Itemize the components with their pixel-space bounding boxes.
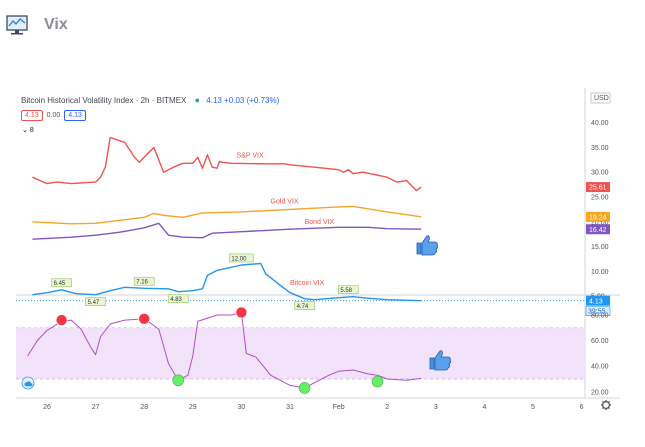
- osc-axis-tick-label: 60.00: [591, 338, 609, 345]
- rsi-line: [27, 311, 422, 389]
- overbought-marker: [235, 306, 248, 319]
- osc-axis-tick-label: 80.00: [591, 313, 609, 320]
- point-label-box: [133, 276, 155, 286]
- gear-tooth: [607, 401, 610, 404]
- thumbs-up-icon[interactable]: [429, 350, 452, 371]
- status-dot: ●: [194, 95, 201, 105]
- price-axis-tick-label: 40.00: [591, 120, 609, 127]
- countdown-text: 39:55: [588, 309, 606, 316]
- monitor-chart-icon: [6, 15, 28, 35]
- point-label-box: [294, 301, 315, 310]
- thumbs-up-hand: [421, 235, 439, 256]
- overbought-marker: [138, 313, 150, 325]
- point-label: 5.47: [88, 300, 100, 306]
- time-axis-tick-label: 6: [580, 404, 584, 411]
- time-axis-tick-label: 31: [286, 404, 294, 411]
- series-line-bond-vix: [32, 222, 422, 240]
- series-label-sp-vix: S&P VIX: [237, 152, 264, 159]
- countdown-tag: [585, 306, 611, 316]
- rsi-band: [16, 327, 585, 379]
- time-axis-tick-label: 3: [434, 404, 438, 411]
- app-title: Vix: [44, 16, 68, 33]
- overbought-marker: [55, 314, 68, 326]
- point-label: 4.74: [297, 304, 309, 310]
- price-axis-tick-label: 10.00: [591, 269, 609, 276]
- gear-ring: [601, 400, 611, 410]
- last-value-text-bitcoin-vix: 4.13: [589, 298, 603, 305]
- series-label-bond-vix: Bond VIX: [305, 219, 335, 226]
- indicator-count: 8: [29, 127, 34, 134]
- oversold-marker: [371, 375, 384, 388]
- cloud-icon-shape: [24, 381, 33, 387]
- price-axis-unit-label: USD: [594, 95, 609, 102]
- series-label-gold-vix: Gold VIX: [271, 198, 299, 205]
- time-axis-tick-label: 4: [482, 404, 486, 411]
- cloud-icon[interactable]: [21, 376, 35, 390]
- legend-chips: 4.13 0.00 4.13: [21, 110, 86, 121]
- series-label-bitcoin-vix: Bitcoin VIX: [290, 280, 325, 287]
- time-axis-tick-label: 30: [238, 404, 246, 411]
- price-axis-tick-label: 20.00: [591, 219, 609, 226]
- chevron-down-icon: ⌄: [22, 127, 30, 134]
- point-label: 5.58: [340, 288, 352, 294]
- oversold-marker: [172, 374, 185, 387]
- point-label: 6.45: [54, 281, 66, 287]
- price-axis-tick-label: 35.00: [591, 145, 609, 152]
- point-label-box: [51, 278, 72, 288]
- time-axis-tick-label: 27: [92, 404, 100, 411]
- oversold-marker: [298, 382, 311, 394]
- symbol-title: Bitcoin Historical Volatility Index · 2h…: [21, 96, 187, 105]
- gear-tooth: [602, 406, 605, 409]
- app-header: Vix: [0, 0, 645, 50]
- series-line-gold-vix: [32, 205, 422, 225]
- value-chip-mid: 0.00: [46, 112, 61, 119]
- value-chip-red: 4.13: [21, 110, 43, 121]
- time-axis-tick-label: 2: [385, 404, 389, 411]
- gear-tooth: [607, 406, 610, 409]
- price-axis-tick-label: 30.00: [591, 170, 609, 177]
- point-label: 12.00: [231, 256, 247, 262]
- osc-axis-tick-label: 20.00: [591, 389, 609, 396]
- chart-frame[interactable]: USD40.0035.0030.0025.0020.0015.0010.005.…: [10, 88, 620, 415]
- time-axis-tick-label: 29: [189, 404, 197, 411]
- last-value-tag-bitcoin-vix: [586, 295, 610, 306]
- price-axis-tick-label: 15.00: [591, 244, 609, 251]
- time-axis-tick-label: 5: [531, 404, 535, 411]
- point-label: 4.83: [170, 297, 182, 303]
- last-value-tag-bond-vix: [586, 224, 610, 235]
- last-value-text-gold-vix: 19.24: [589, 214, 607, 221]
- thumbs-up-cuff: [429, 357, 435, 370]
- gear-tooth: [602, 401, 605, 404]
- point-label-box: [229, 253, 254, 263]
- thumbs-up-cuff: [416, 242, 422, 255]
- time-axis-tick-label: 26: [43, 404, 51, 411]
- price-axis-unit-box[interactable]: [590, 92, 611, 104]
- last-value-tag-gold-vix: [586, 211, 610, 222]
- osc-axis-tick-label: 40.00: [591, 364, 609, 371]
- last-value-text-sp-vix: 25.61: [589, 185, 607, 192]
- thumbs-up-icon[interactable]: [416, 235, 439, 256]
- last-value: 4.13: [206, 96, 222, 105]
- series-line-sp-vix: [32, 136, 422, 192]
- last-value-tag-sp-vix: [586, 182, 610, 193]
- time-axis-tick-label: Feb: [333, 404, 345, 411]
- thumbs-up-hand: [434, 350, 452, 371]
- point-label-box: [167, 294, 189, 304]
- chart-legend: Bitcoin Historical Volatility Index · 2h…: [21, 95, 279, 105]
- price-axis-tick-label: 25.00: [591, 195, 609, 202]
- gear-icon[interactable]: [601, 400, 611, 410]
- series-line-bitcoin-vix: [32, 262, 422, 302]
- value-chip-blue: 4.13: [64, 110, 86, 121]
- point-label-box: [338, 285, 359, 294]
- point-label-box: [85, 297, 106, 307]
- price-change: +0.03 (+0.73%): [224, 96, 280, 105]
- time-axis-tick-label: 28: [140, 404, 148, 411]
- last-value-text-bond-vix: 16.42: [589, 227, 607, 234]
- indicator-toggle[interactable]: ⌄ 8: [22, 126, 34, 134]
- point-label: 7.16: [136, 280, 148, 286]
